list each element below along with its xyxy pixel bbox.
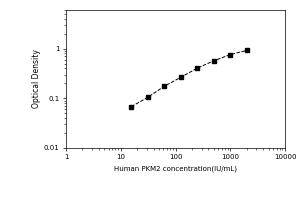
X-axis label: Human PKM2 concentration(IU/mL): Human PKM2 concentration(IU/mL) bbox=[114, 166, 237, 172]
Y-axis label: Optical Density: Optical Density bbox=[32, 50, 41, 108]
